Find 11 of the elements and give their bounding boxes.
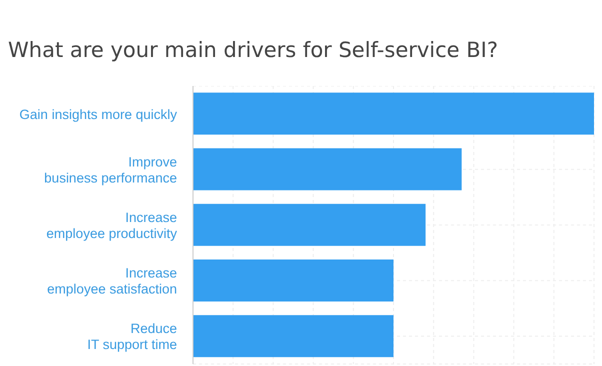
bar — [193, 148, 462, 190]
chart-title: What are your main drivers for Self-service BI? — [8, 37, 500, 62]
bar — [193, 259, 394, 302]
y-tick-label: Increase employee satisfaction — [47, 265, 177, 296]
y-tick-label: Improve business performance — [44, 154, 177, 185]
bar — [193, 92, 594, 135]
bar — [193, 204, 426, 246]
y-tick-label: Gain insights more quickly — [19, 106, 178, 122]
y-tick-label: Increase employee productivity — [46, 210, 178, 240]
y-tick-label: Reduce IT support time — [87, 320, 177, 352]
bar — [193, 315, 394, 358]
